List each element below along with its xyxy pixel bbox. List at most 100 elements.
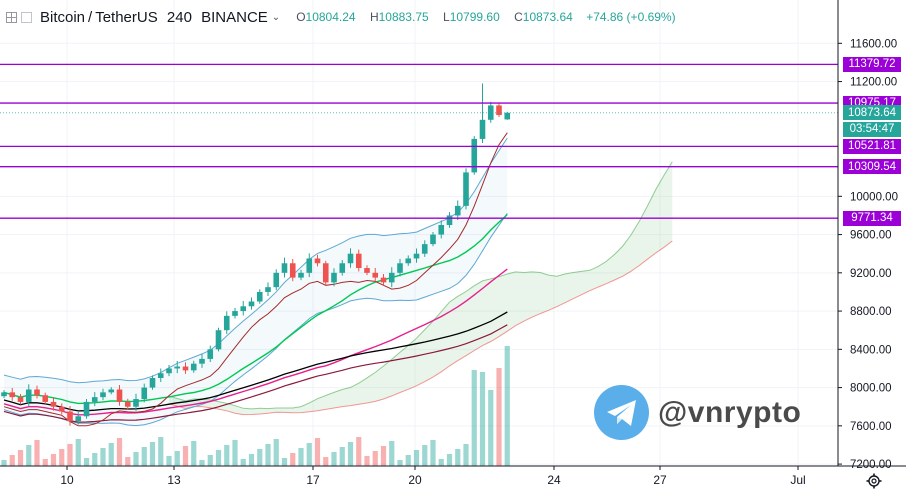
candle bbox=[240, 300, 247, 316]
candle bbox=[463, 168, 469, 210]
ohlc-readout: O10804.24 H10883.75 L10799.60 C10873.64 … bbox=[296, 10, 675, 24]
candle bbox=[339, 259, 346, 276]
volume-bar bbox=[207, 455, 213, 466]
candle bbox=[182, 362, 189, 374]
volume-bar bbox=[50, 454, 57, 466]
candle-body bbox=[372, 272, 379, 278]
crosshair-icon[interactable] bbox=[6, 11, 17, 23]
y-tick-label: 9600.00 bbox=[850, 230, 892, 242]
candle-body bbox=[182, 366, 189, 371]
candle bbox=[298, 269, 304, 281]
volume-bar bbox=[331, 452, 337, 466]
volume-bar bbox=[17, 450, 24, 466]
candle bbox=[388, 267, 395, 288]
level-badge: 10521.81 bbox=[843, 138, 901, 154]
candle-body bbox=[496, 105, 502, 116]
candle bbox=[9, 387, 16, 401]
volume-bar bbox=[372, 451, 378, 466]
grid-icon[interactable] bbox=[21, 11, 32, 23]
candle-body bbox=[141, 387, 148, 400]
candle-body bbox=[421, 244, 428, 254]
y-tick-label: 9200.00 bbox=[850, 268, 892, 280]
candle bbox=[174, 360, 181, 374]
candle bbox=[190, 360, 197, 373]
candle bbox=[232, 307, 238, 319]
y-tick-label: 11600.00 bbox=[850, 38, 897, 50]
candle-body bbox=[248, 301, 255, 307]
candle-body bbox=[256, 291, 263, 302]
volume-bar bbox=[141, 447, 147, 466]
telegram-icon bbox=[594, 385, 649, 440]
y-tick-label: 11200.00 bbox=[850, 77, 897, 89]
volume-bar bbox=[75, 439, 81, 466]
candle-body bbox=[430, 234, 436, 245]
senkou-span-a bbox=[168, 161, 673, 410]
candle-body bbox=[339, 263, 346, 273]
high-value: 10883.75 bbox=[378, 10, 429, 24]
bollinger-lower bbox=[3, 213, 508, 427]
symbol-title[interactable]: Bitcoin / TetherUS 240 BINANCE bbox=[40, 9, 268, 26]
close-label: C bbox=[514, 10, 523, 24]
x-tick-label: 27 bbox=[653, 473, 667, 487]
chevron-down-icon[interactable]: ⌄ bbox=[271, 11, 281, 23]
candle bbox=[124, 398, 131, 410]
price-axis: 7200.00 7600.00 8000.00 8400.00 8800.00 9200.… bbox=[837, 0, 898, 471]
interval-label[interactable]: 240 bbox=[166, 8, 192, 26]
candle-body bbox=[67, 411, 73, 422]
candle-body bbox=[240, 306, 247, 312]
volume-bar bbox=[265, 444, 271, 466]
y-tick-label: 10000.00 bbox=[850, 191, 898, 203]
volume-bar bbox=[108, 443, 114, 466]
cloud-fill bbox=[169, 161, 673, 415]
volume-bar bbox=[92, 453, 98, 466]
candle bbox=[58, 403, 65, 415]
candle-body bbox=[265, 287, 271, 292]
candle-body bbox=[75, 416, 82, 422]
candle bbox=[133, 393, 139, 412]
candle bbox=[1, 390, 7, 399]
candle bbox=[397, 258, 403, 277]
gear-icon[interactable] bbox=[866, 473, 882, 489]
candle-body bbox=[215, 330, 222, 350]
candle-body bbox=[124, 401, 131, 407]
candle-body bbox=[306, 258, 313, 273]
low-value: 10799.60 bbox=[449, 10, 500, 24]
volume-bar bbox=[240, 459, 246, 466]
candle-body bbox=[207, 349, 214, 359]
candle-body bbox=[355, 253, 362, 269]
change-value: +74.86 (+0.69%) bbox=[586, 10, 676, 24]
candle-body bbox=[438, 225, 445, 235]
volume-bar bbox=[298, 448, 304, 466]
candle-body bbox=[298, 272, 304, 278]
volume-bar bbox=[306, 443, 312, 466]
candle bbox=[116, 385, 123, 406]
candle-body bbox=[42, 395, 49, 402]
x-tick-label: Jul bbox=[790, 473, 805, 487]
volume-bar bbox=[455, 449, 461, 466]
volume-bar bbox=[67, 444, 73, 466]
candle-body bbox=[166, 368, 172, 374]
candle-body bbox=[314, 258, 321, 264]
time-axis: 10 13 17 20 24 27 Jul bbox=[0, 465, 906, 487]
candle-body bbox=[388, 272, 395, 283]
candle bbox=[265, 282, 271, 296]
volume-bar bbox=[479, 372, 486, 466]
volume-bar bbox=[158, 437, 164, 466]
volume-bar bbox=[166, 456, 172, 466]
candle-body bbox=[58, 406, 65, 412]
candle bbox=[380, 274, 387, 286]
volume-bar bbox=[232, 440, 238, 466]
close-value: 10873.64 bbox=[522, 10, 573, 24]
candle-body bbox=[17, 397, 24, 402]
candle-body bbox=[199, 358, 205, 364]
candle-body bbox=[322, 263, 329, 283]
volume-bar bbox=[248, 454, 255, 466]
candle bbox=[199, 353, 205, 368]
candle-body bbox=[487, 105, 494, 120]
volume-bar bbox=[356, 437, 362, 466]
volume-bars bbox=[1, 346, 510, 466]
candle bbox=[67, 405, 73, 426]
ichimoku-cloud bbox=[168, 161, 673, 416]
